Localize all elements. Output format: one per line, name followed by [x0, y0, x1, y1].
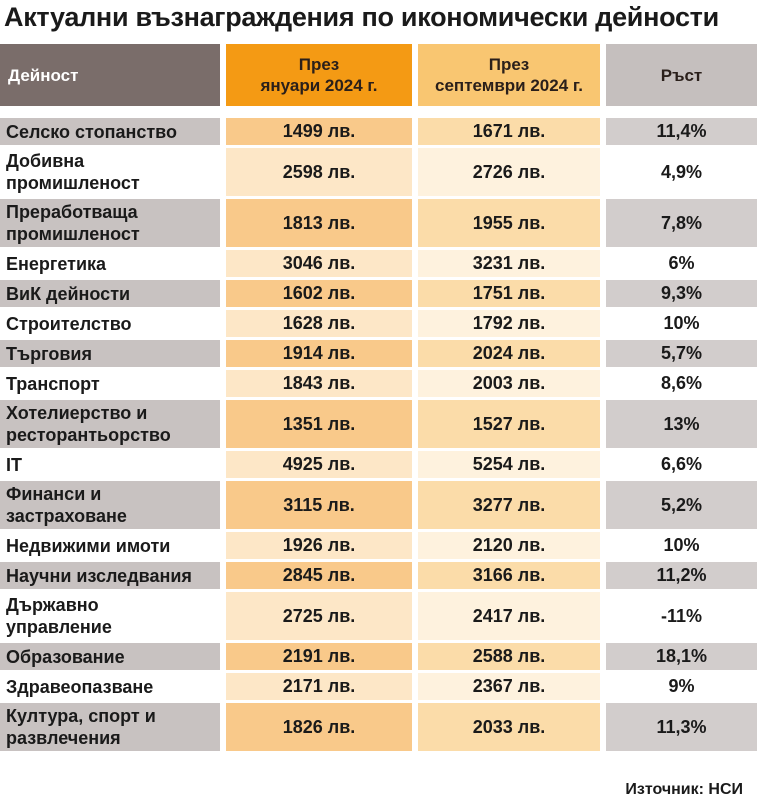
growth-cell: 6% — [606, 250, 757, 277]
growth-cell: 10% — [606, 310, 757, 337]
january-cell: 3046 лв. — [226, 250, 412, 277]
activity-cell: Научни изследвания — [0, 562, 220, 589]
january-cell: 1499 лв. — [226, 118, 412, 145]
header-growth-label: Ръст — [660, 65, 703, 85]
january-cell: 1843 лв. — [226, 370, 412, 397]
activity-cell: Преработваща промишленост — [0, 199, 220, 247]
page-title: Актуални възнаграждения по икономически … — [4, 2, 719, 32]
source-note: Източник: НСИ — [625, 781, 743, 798]
activity-cell: Транспорт — [0, 370, 220, 397]
january-cell: 2725 лв. — [226, 592, 412, 640]
growth-cell: 4,9% — [606, 148, 757, 196]
growth-cell: 18,1% — [606, 643, 757, 670]
activity-cell: Хотелиерство и ресторантьорство — [0, 400, 220, 448]
september-cell: 2024 лв. — [418, 340, 600, 367]
january-cell: 1628 лв. — [226, 310, 412, 337]
september-cell: 3166 лв. — [418, 562, 600, 589]
september-cell: 2367 лв. — [418, 673, 600, 700]
activity-cell: Държавно управление — [0, 592, 220, 640]
growth-cell: 11,2% — [606, 562, 757, 589]
january-cell: 1926 лв. — [226, 532, 412, 559]
growth-cell: 5,2% — [606, 481, 757, 529]
january-cell: 3115 лв. — [226, 481, 412, 529]
growth-cell: 6,6% — [606, 451, 757, 478]
growth-cell: 9% — [606, 673, 757, 700]
activity-cell: Търговия — [0, 340, 220, 367]
header-september-label: През септември 2024 г. — [435, 55, 583, 95]
september-cell: 2003 лв. — [418, 370, 600, 397]
activity-cell: Култура, спорт и развлечения — [0, 703, 220, 751]
january-cell: 4925 лв. — [226, 451, 412, 478]
january-cell: 1602 лв. — [226, 280, 412, 307]
january-cell: 1826 лв. — [226, 703, 412, 751]
growth-cell: 10% — [606, 532, 757, 559]
january-cell: 2598 лв. — [226, 148, 412, 196]
september-cell: 1955 лв. — [418, 199, 600, 247]
growth-cell: 11,3% — [606, 703, 757, 751]
january-cell: 1914 лв. — [226, 340, 412, 367]
activity-cell: Добивна промишленост — [0, 148, 220, 196]
september-cell: 2120 лв. — [418, 532, 600, 559]
activity-cell: Селско стопанство — [0, 118, 220, 145]
header-january-label: През януари 2024 г. — [260, 55, 378, 95]
growth-cell: 5,7% — [606, 340, 757, 367]
september-cell: 2726 лв. — [418, 148, 600, 196]
growth-cell: 9,3% — [606, 280, 757, 307]
september-cell: 3277 лв. — [418, 481, 600, 529]
september-cell: 3231 лв. — [418, 250, 600, 277]
september-cell: 1751 лв. — [418, 280, 600, 307]
activity-cell: Енергетика — [0, 250, 220, 277]
header-activity: Дейност — [0, 44, 220, 106]
september-cell: 2588 лв. — [418, 643, 600, 670]
september-cell: 5254 лв. — [418, 451, 600, 478]
growth-cell: 13% — [606, 400, 757, 448]
activity-cell: IT — [0, 451, 220, 478]
header-activity-label: Дейност — [8, 65, 79, 85]
september-cell: 1792 лв. — [418, 310, 600, 337]
salary-table: Дейност През януари 2024 г. През септември… — [0, 44, 757, 774]
january-cell: 2171 лв. — [226, 673, 412, 700]
header-january: През януари 2024 г. — [226, 44, 412, 106]
growth-cell: 7,8% — [606, 199, 757, 247]
header-growth: Ръст — [606, 44, 757, 106]
january-cell: 2191 лв. — [226, 643, 412, 670]
january-cell: 1813 лв. — [226, 199, 412, 247]
growth-cell: 8,6% — [606, 370, 757, 397]
activity-cell: Строителство — [0, 310, 220, 337]
january-cell: 2845 лв. — [226, 562, 412, 589]
activity-cell: Образование — [0, 643, 220, 670]
activity-cell: Финанси и застраховане — [0, 481, 220, 529]
activity-cell: Недвижими имоти — [0, 532, 220, 559]
growth-cell: 11,4% — [606, 118, 757, 145]
january-cell: 1351 лв. — [226, 400, 412, 448]
header-september: През септември 2024 г. — [418, 44, 600, 106]
activity-cell: Здравеопазване — [0, 673, 220, 700]
september-cell: 2417 лв. — [418, 592, 600, 640]
september-cell: 1527 лв. — [418, 400, 600, 448]
growth-cell: -11% — [606, 592, 757, 640]
activity-cell: ВиК дейности — [0, 280, 220, 307]
september-cell: 1671 лв. — [418, 118, 600, 145]
september-cell: 2033 лв. — [418, 703, 600, 751]
